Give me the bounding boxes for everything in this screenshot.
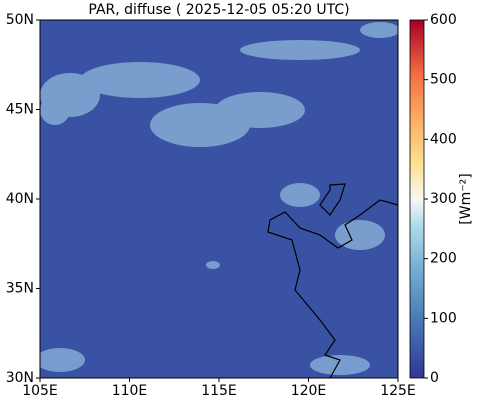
colorbar-tick-label: 600 <box>430 12 457 28</box>
y-tick-label: 30N <box>6 370 34 386</box>
x-tick-label: 115E <box>201 383 237 399</box>
colorbar-tick-label: 100 <box>430 310 457 326</box>
y-tick-label: 40N <box>6 191 34 207</box>
x-tick-label: 120E <box>291 383 327 399</box>
colorbar <box>409 19 425 379</box>
x-tick-label: 110E <box>112 383 148 399</box>
colorbar-tick-label: 400 <box>430 131 457 147</box>
y-tick-label: 35N <box>6 281 34 297</box>
map-title: PAR, diffuse ( 2025-12-05 05:20 UTC) <box>88 2 349 18</box>
map-field <box>40 20 398 378</box>
colorbar-label: [Wm⁻²] <box>458 173 474 224</box>
y-tick-label: 50N <box>6 12 34 28</box>
x-tick-label: 125E <box>380 383 416 399</box>
colorbar-tick-label: 300 <box>430 191 457 207</box>
colorbar-tick-label: 0 <box>430 370 439 386</box>
x-tick-label: 105E <box>22 383 58 399</box>
colorbar-tick-label: 500 <box>430 72 457 88</box>
colorbar-tick-label: 200 <box>430 251 457 267</box>
y-tick-label: 45N <box>6 102 34 118</box>
